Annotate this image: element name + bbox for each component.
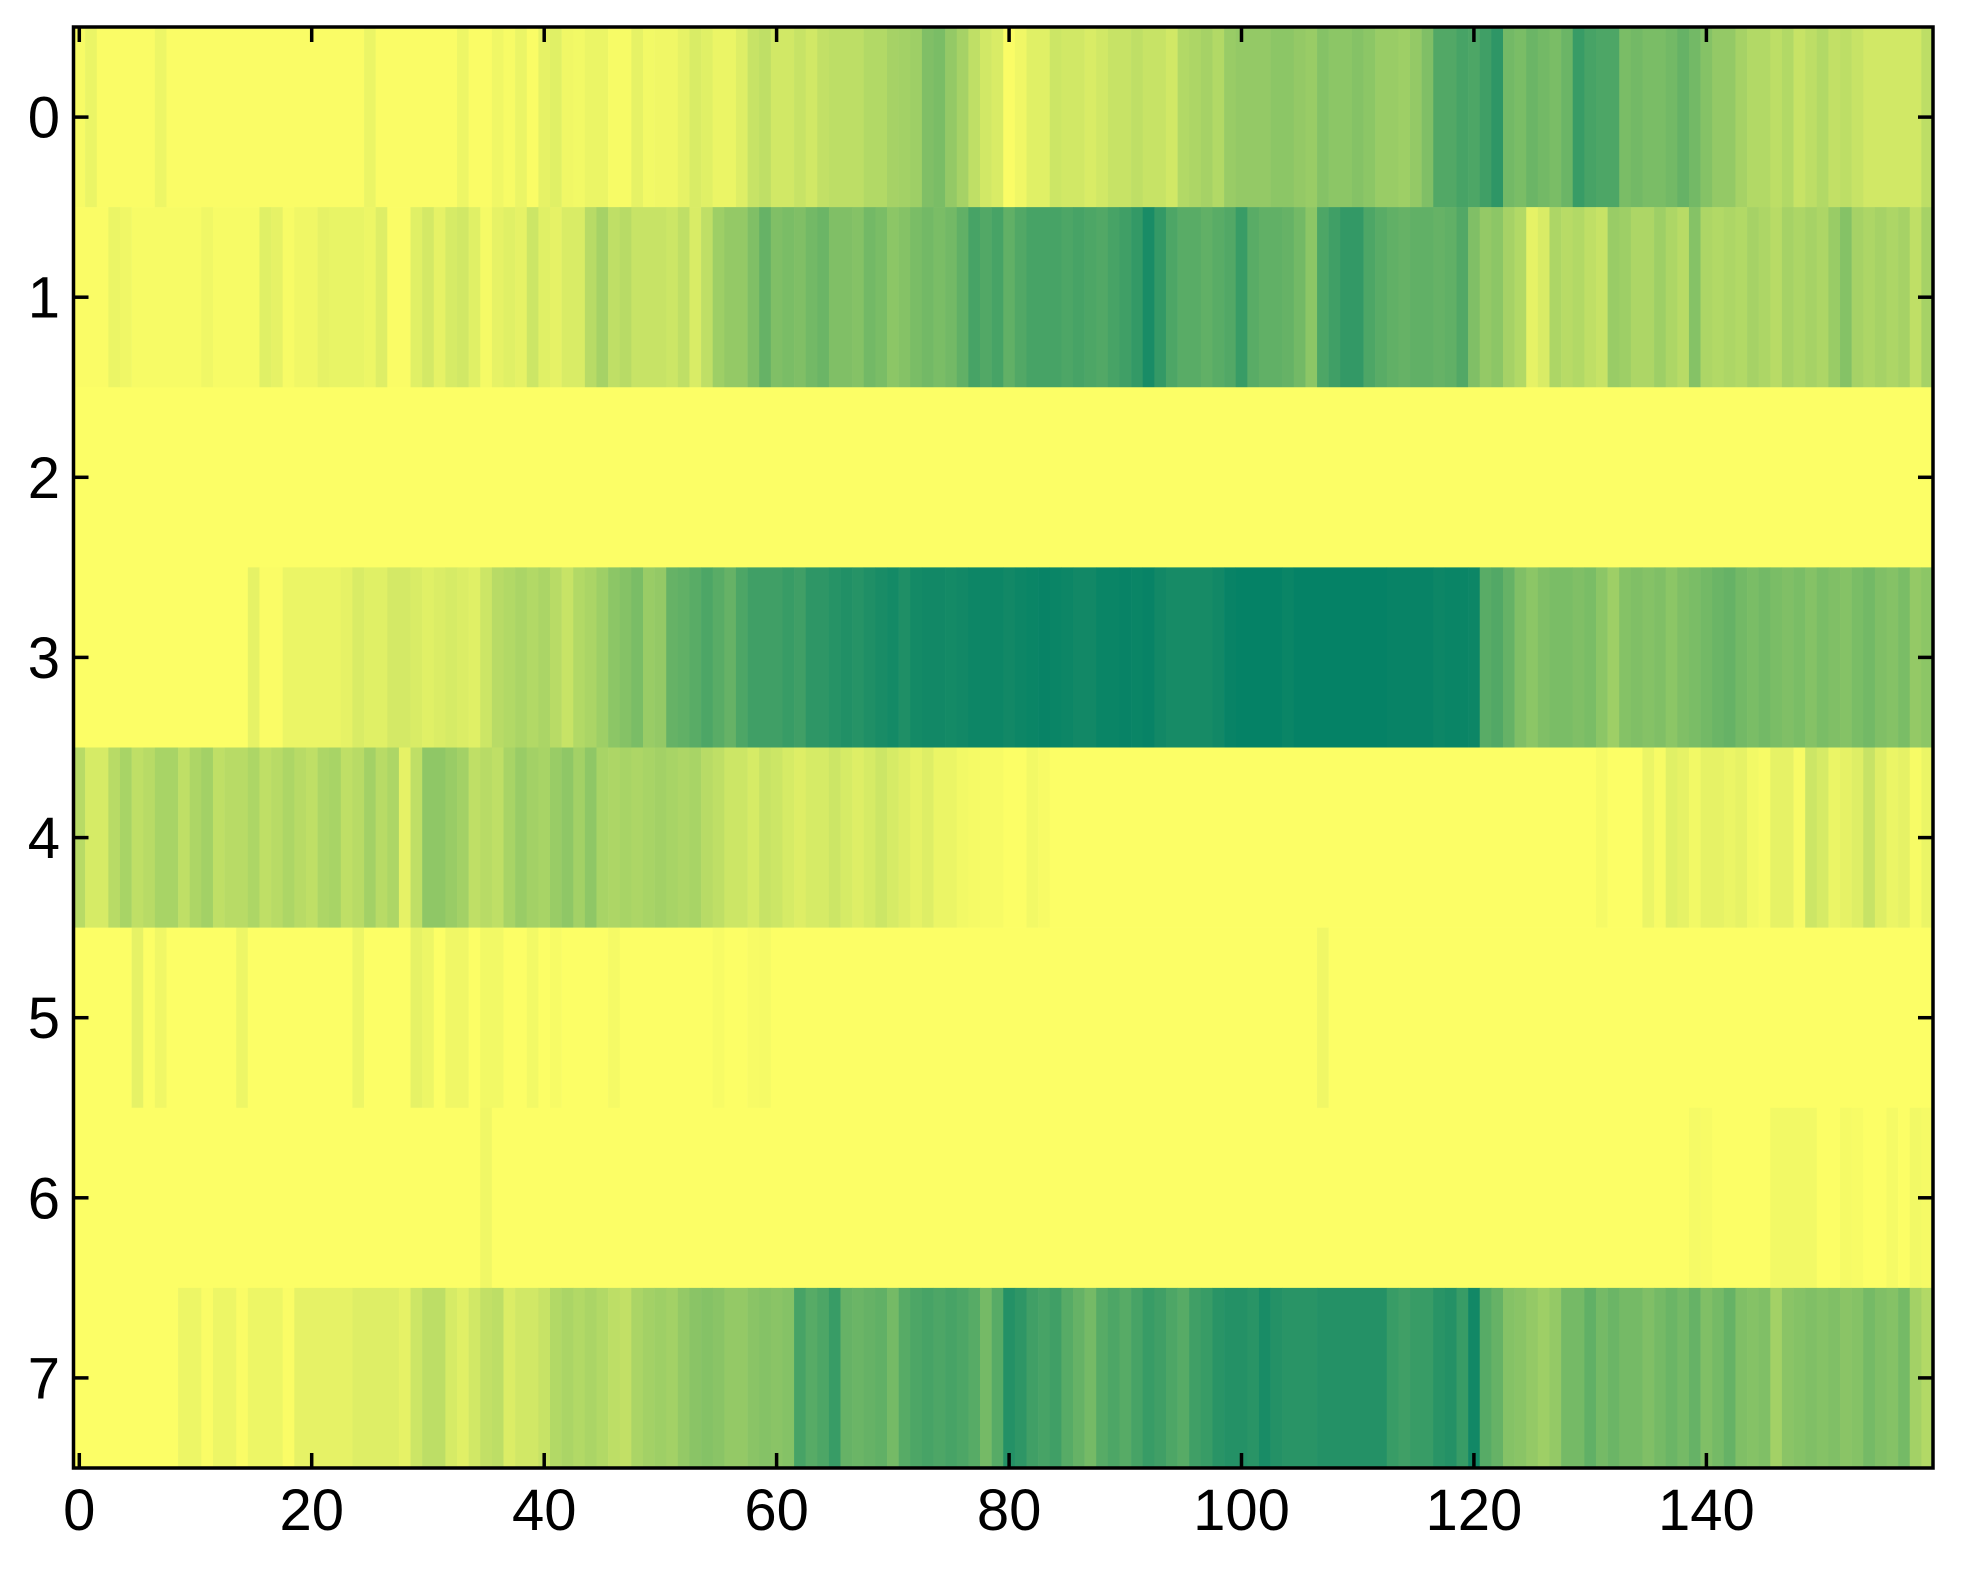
svg-text:6: 6 [28,1166,60,1231]
svg-text:2: 2 [28,446,60,511]
svg-text:1: 1 [28,266,60,331]
svg-text:4: 4 [28,806,60,871]
svg-text:80: 80 [977,1478,1042,1543]
svg-text:0: 0 [63,1478,95,1543]
svg-text:20: 20 [279,1478,344,1543]
svg-text:3: 3 [28,626,60,691]
svg-text:0: 0 [28,86,60,151]
svg-text:120: 120 [1426,1478,1523,1543]
svg-text:40: 40 [512,1478,577,1543]
svg-text:5: 5 [28,986,60,1051]
svg-text:100: 100 [1193,1478,1290,1543]
svg-text:60: 60 [744,1478,809,1543]
svg-text:7: 7 [28,1346,60,1411]
svg-text:140: 140 [1658,1478,1755,1543]
